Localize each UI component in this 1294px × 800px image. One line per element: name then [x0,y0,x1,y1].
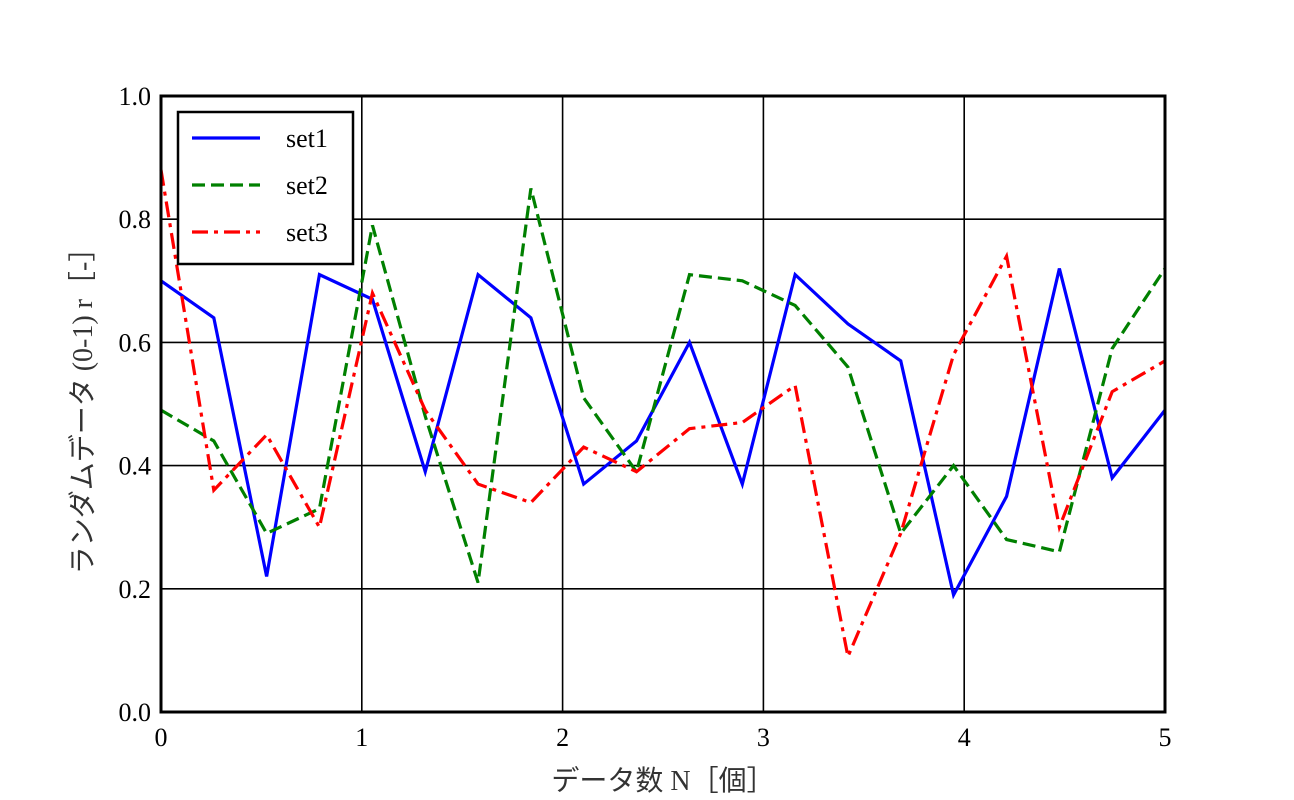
x-axis-label: データ数 N［個］ [551,765,774,797]
series-line-set3 [159,169,1166,662]
axis-ticks: 0 1 2 3 4 5 0.0 0.2 0.4 0.6 0.8 1.0 [119,82,1172,752]
y-tick-label: 0.4 [119,452,152,481]
legend-label-set1: set1 [286,124,328,153]
series-lines [159,169,1167,662]
legend-box [176,110,355,266]
series-line-set1 [160,268,1167,600]
x-tick-label: 2 [556,723,569,752]
x-tick-label: 0 [155,723,168,752]
series-line-set2 [160,188,1167,584]
legend-label-set3: set3 [286,218,328,247]
y-tick-label: 0.2 [119,575,152,604]
y-axis-label: ランダムデータ (0-1) r［-］ [67,234,99,575]
y-tick-label: 0.6 [119,328,152,357]
y-tick-label: 1.0 [119,82,152,111]
legend: set1 set2 set3 [176,110,355,266]
x-tick-label: 4 [958,723,971,752]
x-tick-label: 3 [757,723,770,752]
y-tick-label: 0.0 [119,698,152,727]
legend-label-set2: set2 [286,171,328,200]
x-tick-label: 5 [1159,723,1172,752]
x-tick-label: 1 [355,723,368,752]
y-tick-label: 0.8 [119,205,152,234]
plot-area-frame [159,94,1167,714]
